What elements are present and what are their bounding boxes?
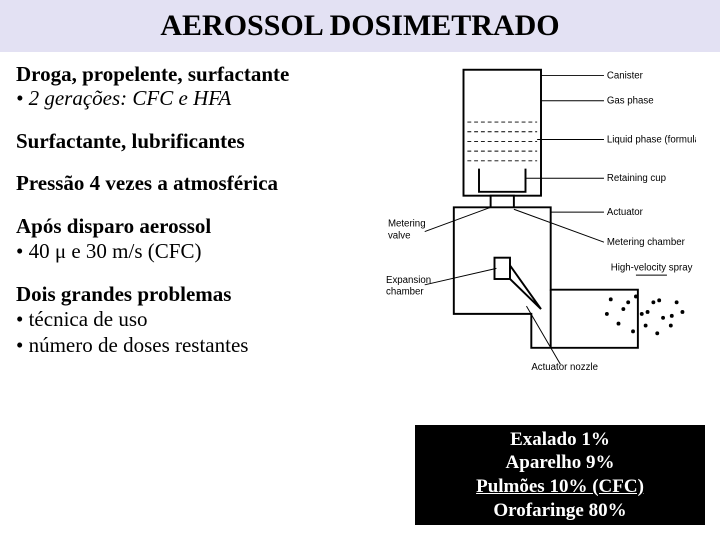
block-1: Droga, propelente, surfactante • 2 geraç… [16, 62, 386, 111]
box-l1: Exalado 1% [510, 428, 610, 452]
lbl-canister: Canister [607, 70, 644, 81]
lbl-expansion2: chamber [386, 287, 424, 298]
b5-heading: Dois grandes problemas [16, 282, 386, 306]
right-column: Canister Gas phase Liquid phase (formula… [386, 62, 704, 377]
lbl-expansion: Expansion [386, 275, 431, 286]
b4-heading: Após disparo aerossol [16, 214, 386, 238]
deposition-box: Exalado 1% Aparelho 9% Pulmões 10% (CFC)… [415, 425, 705, 525]
block-4: Após disparo aerossol • 40 μ e 30 m/s (C… [16, 214, 386, 264]
box-l4: Orofaringe 80% [493, 499, 626, 523]
block-3: Pressão 4 vezes a atmosférica [16, 171, 386, 195]
page-title: AEROSSOL DOSIMETRADO [160, 9, 559, 43]
b2-heading: Surfactante, lubrificantes [16, 129, 386, 153]
box-l3: Pulmões 10% (CFC) [476, 475, 644, 499]
lbl-metering-chamber: Metering chamber [607, 237, 686, 248]
b5-l2: • número de doses restantes [16, 332, 386, 358]
box-l2: Aparelho 9% [506, 451, 615, 475]
content-row: Droga, propelente, surfactante • 2 geraç… [0, 52, 720, 377]
block-2: Surfactante, lubrificantes [16, 129, 386, 153]
b3-heading: Pressão 4 vezes a atmosférica [16, 171, 386, 195]
lbl-gas: Gas phase [607, 96, 654, 107]
lbl-retaining: Retaining cup [607, 173, 666, 184]
lbl-spray: High-velocity spray [611, 262, 693, 273]
b5-l1: • técnica de uso [16, 306, 386, 332]
lbl-liquid: Liquid phase (formulation) [607, 134, 696, 145]
lbl-nozzle: Actuator nozzle [531, 362, 598, 372]
block-5: Dois grandes problemas • técnica de uso … [16, 282, 386, 359]
left-column: Droga, propelente, surfactante • 2 geraç… [16, 62, 386, 377]
lbl-metering-valve2: valve [388, 230, 411, 241]
lbl-metering-valve: Metering [388, 219, 426, 230]
lbl-actuator: Actuator [607, 207, 644, 218]
b4-sub: • 40 μ e 30 m/s (CFC) [16, 238, 386, 264]
b1-sub: • 2 gerações: CFC e HFA [16, 86, 386, 111]
title-bar: AEROSSOL DOSIMETRADO [0, 0, 720, 52]
inhaler-diagram: Canister Gas phase Liquid phase (formula… [386, 62, 696, 372]
b1-heading: Droga, propelente, surfactante [16, 62, 386, 86]
